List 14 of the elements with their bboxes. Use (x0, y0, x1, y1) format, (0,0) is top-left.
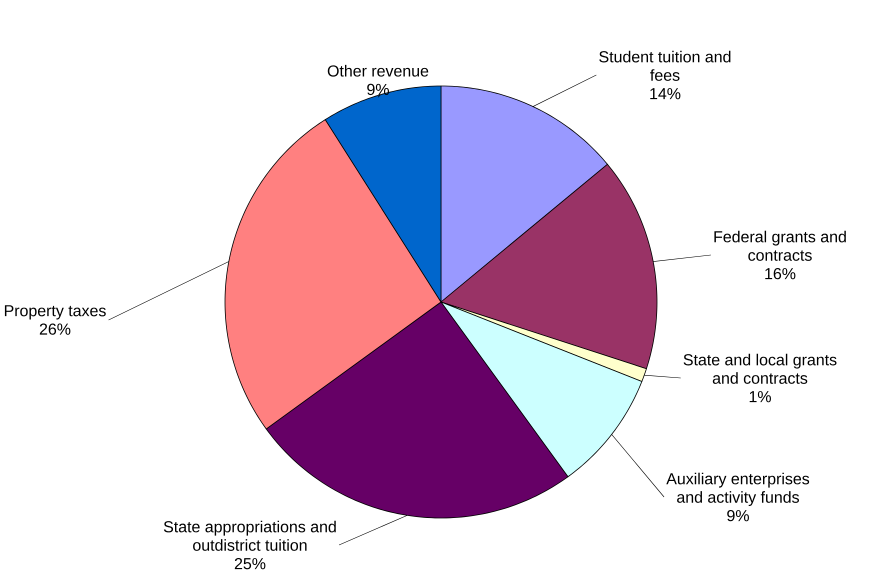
data-label: 9% (727, 510, 749, 522)
slice-label: State and local grants and contracts (684, 354, 836, 384)
data-label: 9% (367, 84, 389, 96)
data-label: 25% (234, 558, 266, 570)
slice-label: Other revenue (328, 64, 428, 77)
slice-label: State appropriations and outdistrict tuition (164, 520, 336, 551)
slice-label: Student tuition and fees (599, 50, 730, 81)
data-label: 16% (765, 268, 796, 280)
data-label: 26% (40, 323, 70, 335)
slice-label: Federal grants and contracts (714, 230, 846, 261)
data-label: 1% (750, 391, 771, 402)
data-label: 14% (650, 88, 680, 100)
slice-label: Auxiliary enterprises and activity funds (666, 472, 810, 506)
slice-label: Property taxes (4, 305, 106, 320)
